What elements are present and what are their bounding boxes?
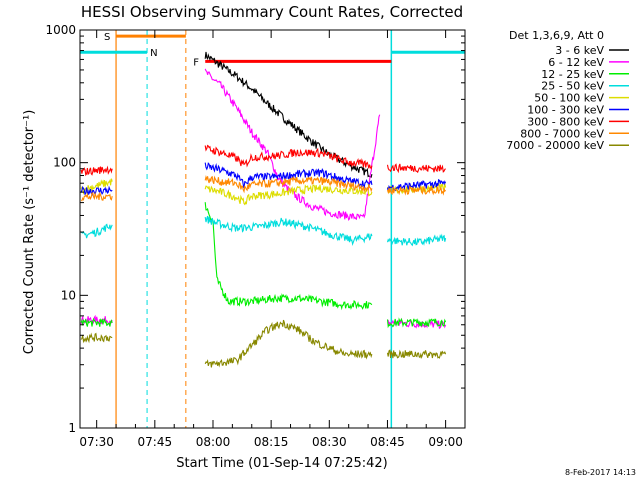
legend-entry-label: 25 - 50 keV (541, 80, 604, 93)
series-trace (204, 202, 373, 311)
legend-entry-label: 50 - 100 keV (534, 92, 604, 105)
plot-area: S N F (80, 30, 465, 428)
series-trace (386, 233, 447, 247)
legend-entry-label: 300 - 800 keV (527, 115, 604, 128)
series-12-25-keV-kev (80, 202, 447, 329)
series-trace (386, 178, 447, 193)
series-100-300-keV-kev (80, 162, 447, 197)
x-tick-label: 07:45 (138, 435, 173, 449)
legend-entry-label: 100 - 300 keV (527, 104, 604, 117)
series-300-800-keV-kev (80, 144, 446, 177)
series-800-7000-keV-kev (80, 174, 447, 202)
saa-label: S (104, 32, 110, 43)
legend-entry-label: 800 - 7000 keV (520, 127, 604, 140)
y-tick-label: 1 (68, 421, 76, 435)
series-trace (204, 174, 373, 194)
y-axis-label: Corrected Count Rate (s⁻¹ detector⁻¹) (22, 110, 37, 355)
series-trace (204, 215, 373, 246)
y-tick-label: 1000 (45, 23, 76, 37)
legend-header: Det 1,3,6,9, Att 0 (509, 29, 604, 42)
series-trace (204, 162, 373, 190)
x-tick-label: 08:30 (312, 435, 347, 449)
x-axis: 07:30 07:45 08:00 08:15 08:30 08:45 09:00 (79, 30, 466, 449)
y-tick-label: 100 (53, 156, 76, 170)
series-trace (80, 191, 113, 202)
series-3-6-keV-kev (204, 51, 373, 178)
plot-frame (79, 29, 466, 429)
series-trace (386, 317, 447, 329)
x-tick-label: 07:30 (79, 435, 114, 449)
x-tick-label: 08:00 (196, 435, 231, 449)
flare-label: F (193, 57, 199, 68)
footer-timestamp: 8-Feb-2017 14:13 (565, 468, 636, 477)
series-trace (80, 165, 113, 177)
series-trace (386, 349, 447, 359)
y-axis: 1 10 100 1000 (45, 23, 465, 435)
x-tick-label: 09:00 (428, 435, 463, 449)
series-trace (204, 51, 373, 178)
series-trace (80, 185, 113, 197)
x-tick-label: 08:45 (370, 435, 405, 449)
legend-entry-label: 7000 - 20000 keV (506, 139, 604, 152)
x-axis-label: Start Time (01-Sep-14 07:25:42) (176, 456, 387, 471)
series-trace (80, 317, 113, 327)
series-trace (386, 163, 446, 174)
series-25-50-keV-kev (80, 215, 447, 247)
legend-entry-label: 6 - 12 keV (548, 56, 604, 69)
series-trace (204, 144, 373, 170)
y-tick-label: 10 (61, 288, 76, 302)
series-7000-20000-keV-kev (80, 319, 447, 368)
chart-title: HESSI Observing Summary Count Rates, Cor… (81, 3, 463, 21)
legend-entry-label: 12 - 25 keV (541, 68, 604, 81)
night-label: N (150, 48, 157, 59)
series-trace (204, 319, 373, 368)
x-tick-label: 08:15 (254, 435, 289, 449)
series-trace (386, 185, 447, 196)
series-trace (80, 332, 113, 344)
legend-entry-label: 3 - 6 keV (555, 44, 604, 57)
series-trace (80, 223, 113, 239)
series-trace (204, 184, 373, 206)
